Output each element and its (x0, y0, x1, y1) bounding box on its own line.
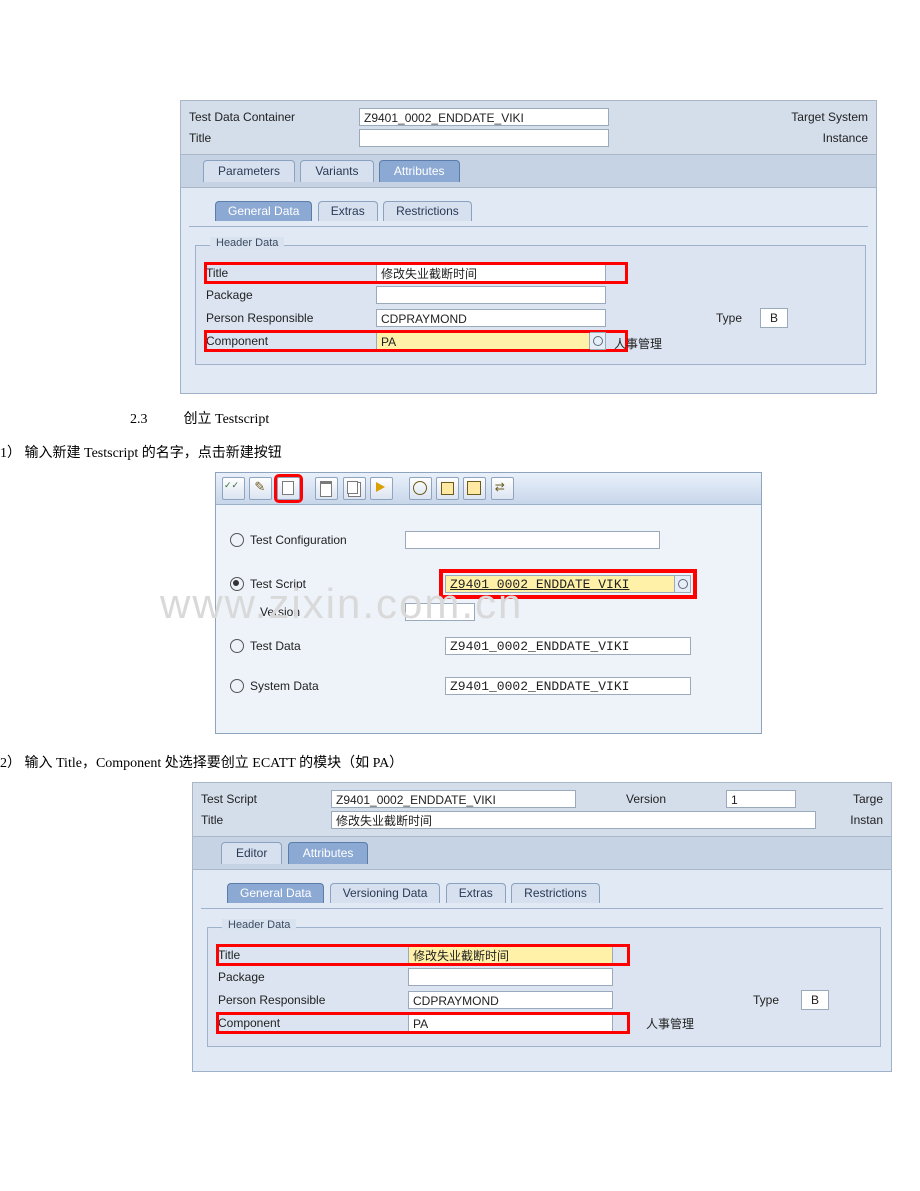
screenshot-test-data-container: Test Data Container Z9401_0002_ENDDATE_V… (180, 100, 877, 394)
step-2-text: 2） 输入 Title，Component 处选择要创立 ECATT 的模块（如… (0, 752, 920, 772)
list-icon[interactable] (463, 477, 486, 500)
test-script-value[interactable]: Z9401_0002_ENDDATE_VIKI (445, 575, 675, 593)
test-config-value[interactable] (405, 531, 660, 549)
radio-system-data[interactable] (230, 679, 244, 693)
hdr-title-value[interactable]: 修改失业截断时间 (376, 264, 606, 282)
schedule-icon[interactable] (409, 477, 432, 500)
system-data-value[interactable]: Z9401_0002_ENDDATE_VIKI (445, 677, 691, 695)
screenshot-testscript-selector: Test Configuration Test Script Z9401_000… (215, 472, 762, 734)
hdr-component-value[interactable]: PA (408, 1014, 613, 1032)
hdr-title-label: Title (206, 266, 376, 280)
hdr-type-label: Type (716, 311, 742, 325)
version-label: Version (260, 605, 405, 619)
edit-icon[interactable] (249, 477, 272, 500)
hdr-person-value[interactable]: CDPRAYMOND (408, 991, 613, 1009)
section-title: 创立 Testscript (184, 412, 270, 427)
toolbar (216, 473, 761, 505)
tab-parameters[interactable]: Parameters (203, 160, 295, 182)
ts-version-label: Version (626, 792, 686, 806)
title-label: Title (189, 131, 359, 145)
subtab-extras[interactable]: Extras (446, 883, 506, 903)
version-value[interactable] (405, 603, 475, 621)
subtab-versioning-data[interactable]: Versioning Data (330, 883, 441, 903)
subtab-general-data[interactable]: General Data (215, 201, 312, 221)
f4-help-icon[interactable] (675, 575, 691, 593)
hdr-person-label: Person Responsible (218, 993, 408, 1007)
hdr-component-value[interactable]: PA (376, 332, 590, 350)
radio-test-data[interactable] (230, 639, 244, 653)
ts-target-label: Targe (853, 792, 883, 806)
hdr-title-value[interactable]: 修改失业截断时间 (408, 946, 613, 964)
hdr-type-label: Type (753, 993, 779, 1007)
tab-attributes[interactable]: Attributes (288, 842, 369, 864)
hdr-package-value[interactable] (376, 286, 606, 304)
ts-version-value[interactable]: 1 (726, 790, 796, 808)
ts-title-value[interactable]: 修改失业截断时间 (331, 811, 816, 829)
copy-icon[interactable] (343, 477, 366, 500)
header-data-group: Header Data Title 修改失业截断时间 Package Perso… (195, 245, 866, 365)
radio-test-config[interactable] (230, 533, 244, 547)
group-title: Header Data (222, 919, 296, 931)
system-data-label: System Data (250, 679, 319, 693)
subtab-general-data[interactable]: General Data (227, 883, 324, 903)
ts-label: Test Script (201, 792, 331, 806)
hdr-type-value[interactable]: B (760, 308, 788, 328)
object-icon[interactable] (436, 477, 459, 500)
hdr-component-text: 人事管理 (614, 335, 662, 352)
test-data-label: Test Data (250, 639, 301, 653)
delete-icon[interactable] (315, 477, 338, 500)
check-icon[interactable] (222, 477, 245, 500)
group-title: Header Data (210, 237, 284, 249)
subtab-restrictions[interactable]: Restrictions (511, 883, 600, 903)
title-value[interactable] (359, 129, 609, 147)
subtab-restrictions[interactable]: Restrictions (383, 201, 472, 221)
target-system-label: Target System (791, 110, 868, 124)
hdr-person-label: Person Responsible (206, 311, 376, 325)
test-config-label: Test Configuration (250, 533, 347, 547)
hdr-component-label: Component (218, 1016, 408, 1030)
execute-icon[interactable] (370, 477, 393, 500)
hdr-package-label: Package (206, 288, 376, 302)
hdr-type-value[interactable]: B (801, 990, 829, 1010)
tdc-value[interactable]: Z9401_0002_ENDDATE_VIKI (359, 108, 609, 126)
radio-test-script[interactable] (230, 577, 244, 591)
transport-icon[interactable] (491, 477, 514, 500)
ts-instance-label: Instan (850, 813, 883, 827)
hdr-title-label: Title (218, 948, 408, 962)
tdc-label: Test Data Container (189, 110, 359, 124)
tab-editor[interactable]: Editor (221, 842, 282, 864)
hdr-package-label: Package (218, 970, 408, 984)
screenshot-test-script-attributes: Test Script Z9401_0002_ENDDATE_VIKI Vers… (192, 782, 892, 1072)
subtab-extras[interactable]: Extras (318, 201, 378, 221)
test-script-label: Test Script (250, 577, 306, 591)
header-data-group: Header Data Title 修改失业截断时间 Package Perso… (207, 927, 881, 1047)
hdr-component-text: 人事管理 (646, 1015, 694, 1032)
ts-value[interactable]: Z9401_0002_ENDDATE_VIKI (331, 790, 576, 808)
step-1-text: 1） 输入新建 Testscript 的名字，点击新建按钮 (0, 442, 920, 462)
section-number: 2.3 (130, 412, 180, 428)
hdr-component-label: Component (206, 334, 376, 348)
tab-attributes[interactable]: Attributes (379, 160, 460, 182)
create-icon[interactable] (277, 477, 300, 500)
ts-title-label: Title (201, 813, 331, 827)
instance-label: Instance (823, 131, 868, 145)
tab-variants[interactable]: Variants (300, 160, 373, 182)
f4-help-icon[interactable] (590, 332, 606, 350)
test-data-value[interactable]: Z9401_0002_ENDDATE_VIKI (445, 637, 691, 655)
hdr-person-value[interactable]: CDPRAYMOND (376, 309, 606, 327)
hdr-package-value[interactable] (408, 968, 613, 986)
